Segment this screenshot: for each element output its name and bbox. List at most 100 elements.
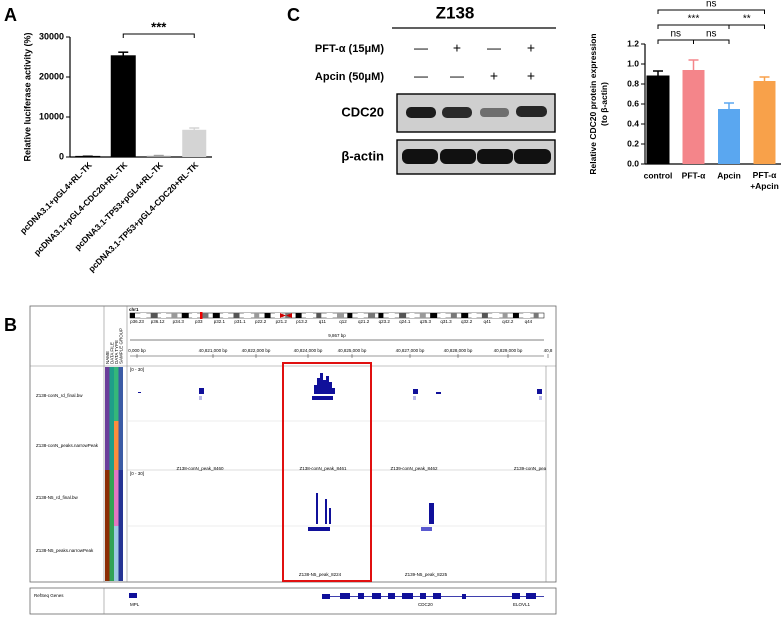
track-name: Z138-conN_peaks.narrowPeak [36,443,99,448]
significance-label: ** [743,14,751,25]
ideogram-band [192,313,198,318]
attribute-cell [118,367,123,421]
signal-block [537,389,542,394]
attribute-columns: NAME DATA FILE DATA TYPE SAMPLE GROUP [105,328,124,581]
ideogram-band [264,313,271,318]
cytoband-label: q23.2 [379,319,391,324]
gene-label: MPL [130,602,140,607]
signal-block [329,508,331,524]
protein-label: β-actin [341,148,384,163]
cytoband-label: q32.2 [461,319,473,324]
cytoband-label: q42.2 [502,319,514,324]
y-tick-label: 0.2 [627,138,639,148]
ideogram-band [337,313,344,318]
x-tick-label: pcDNA3.1+pGL4+RL-TK [18,159,94,235]
exon [372,593,381,599]
peak-label: Z139-conN_pea [514,466,547,471]
treatment-sign: — [487,40,501,56]
treatment-sign: + [490,68,498,84]
ideogram-band [347,313,353,318]
peak [539,396,542,400]
highlight-box [282,362,372,582]
x-tick-label: PFT-α [682,170,706,180]
band [440,149,476,164]
track-scale: [0 - 30] [130,367,144,372]
peak-label: Z139-conN_peak_8462 [390,466,438,471]
ideogram-band [409,313,415,318]
position-label: 40,822,000 bp [242,348,271,353]
cytoband-label: p13.2 [296,319,308,324]
attribute-cell [109,421,114,470]
attribute-cell [114,421,119,470]
ideogram-band [326,313,333,318]
ideogram-band [440,313,446,318]
ideogram-band [233,313,240,318]
bar [646,75,670,165]
band [516,106,547,117]
exon [340,593,350,599]
ideogram-band [512,313,519,318]
ideogram-band [274,313,282,318]
ideogram-band [419,313,426,318]
cytoband-label: p32.1 [214,319,226,324]
exon [526,593,536,599]
ideogram-band [388,313,395,318]
ideogram-band [523,313,531,318]
peak [308,527,330,531]
signal-block [326,376,329,394]
y-axis-label-line: (to β-actin) [599,82,609,126]
signal-block [199,388,204,394]
x-tick-label-line: +Apcin [750,181,779,191]
y-tick-label: 1.0 [627,58,639,68]
cytoband-label: q11 [319,319,327,324]
signal-block [323,380,326,394]
signal-block [332,388,335,394]
ideogram-band [378,313,384,318]
ideogram-band [212,313,220,318]
position-label: 40,829,000 bp [494,348,523,353]
ideogram-band [357,313,364,318]
y-tick-label: 0.0 [627,158,639,168]
peak [199,396,202,400]
ideogram-band [171,313,178,318]
bar [718,109,740,164]
peak [421,527,432,531]
y-axis-label: Relative CDC20 protein expression(to β-a… [588,33,609,174]
attribute-cell [109,526,114,581]
bar [753,81,776,164]
ideogram-band [533,313,539,318]
band [406,107,436,118]
position-label: 40,824,000 bp [294,348,323,353]
peak-label: Z138-N5_peak_8224 [299,572,342,577]
attribute-cell [118,470,123,526]
attribute-cell [109,367,114,421]
track-name: RefSeq Genes [34,593,64,598]
protein-label: CDC20 [341,104,384,119]
signal-block [316,493,318,524]
signal-block [436,392,441,394]
cytoband-label: q41 [483,319,491,324]
attribute-header: DATA TYPE [114,340,119,364]
blot-title: Z138 [436,3,475,22]
ideogram-band [254,313,260,318]
cytoband-label: q25.3 [420,319,432,324]
ideogram-band [295,313,302,318]
bar [110,55,136,158]
attribute-cell [105,526,110,581]
significance-bracket [693,39,730,44]
ideogram-band [150,313,158,318]
cytoband-label: p33 [195,319,203,324]
treatment-sign: — [414,68,428,84]
treatment-sign: — [414,40,428,56]
peak [312,396,333,400]
significance-bracket [728,24,765,29]
y-tick-label: 1.2 [627,38,639,48]
signal-block [325,499,327,524]
ideogram-band [223,313,229,318]
ideogram-band [305,313,313,318]
significance-label: ns [706,29,717,40]
cytoband-label: q44 [525,319,533,324]
faint-peaks [199,396,542,400]
x-tick-label-line: PFT-α [753,170,777,180]
treatment-label: PFT-α (15μM) [315,43,384,55]
